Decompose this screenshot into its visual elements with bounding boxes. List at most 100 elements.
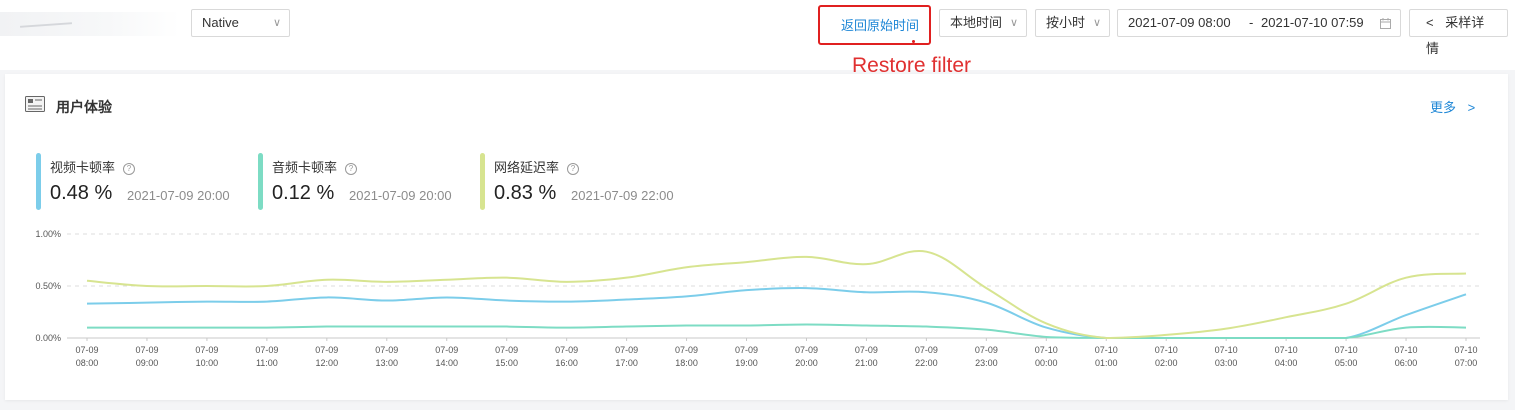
x-tick-label: 15:00 [495,358,518,368]
granularity-select[interactable]: 按小时 ∨ [1035,9,1110,37]
x-tick-label: 07-09 [315,345,338,355]
data-point [1405,277,1407,279]
x-tick-label: 07-09 [555,345,578,355]
data-point [1465,327,1467,329]
help-icon[interactable]: ? [567,163,580,175]
data-point [806,256,808,258]
x-tick-label: 04:00 [1275,358,1298,368]
x-tick-label: 07:00 [1455,358,1478,368]
help-icon[interactable]: ? [123,163,136,175]
restore-filter-annotation: Restore filter [852,54,972,77]
more-label: 更多 [1430,100,1457,115]
x-tick-label: 18:00 [675,358,698,368]
top-toolbar: Native ∨ 返回原始时间 Restore filter 本地时间 ∨ 按小… [0,0,1515,77]
x-tick-label: 14:00 [435,358,458,368]
metric-value: 0.83 % [494,182,557,204]
data-point [86,280,88,282]
y-tick-label: 0.50% [35,281,61,291]
data-point [806,287,808,289]
data-point [746,261,748,263]
platform-select[interactable]: Native ∨ [191,9,290,37]
x-tick-label: 00:00 [1035,358,1058,368]
x-tick-label: 11:00 [256,358,278,368]
x-tick-label: 02:00 [1155,358,1178,368]
x-tick-label: 07-09 [795,345,818,355]
x-tick-label: 07-09 [915,345,938,355]
data-point [1045,327,1047,329]
x-tick-label: 07-09 [135,345,158,355]
chevron-right-icon: > [1467,100,1476,115]
data-point [925,291,927,293]
metric-color-bar [258,153,263,210]
x-tick-label: 07-09 [255,345,278,355]
data-point [146,285,148,287]
data-point [985,329,987,331]
date-end: 2021-07-10 07:59 [1261,15,1364,30]
timezone-select-value: 本地时间 [950,15,1003,30]
data-point [1405,314,1407,316]
x-tick-label: 07-09 [435,345,458,355]
more-link[interactable]: 更多 > [1430,97,1475,116]
timezone-select[interactable]: 本地时间 ∨ [939,9,1027,37]
chevron-down-icon: ∨ [1092,17,1101,29]
data-point [566,301,568,303]
x-tick-label: 07-10 [1095,345,1118,355]
x-tick-label: 07-09 [735,345,758,355]
metric-time: 2021-07-09 20:00 [349,188,452,203]
x-tick-label: 07-09 [375,345,398,355]
granularity-select-value: 按小时 [1046,15,1086,30]
series-line-1 [87,323,1467,339]
x-tick-label: 10:00 [196,358,219,368]
data-point [626,277,628,279]
data-point [866,263,868,265]
data-point [206,285,208,287]
x-tick-label: 07-09 [75,345,98,355]
chevron-down-icon: ∨ [1009,17,1018,29]
data-point [626,326,628,328]
x-tick-label: 09:00 [136,358,159,368]
data-point [266,285,268,287]
metric-value: 0.48 % [50,182,113,204]
series-line-0 [86,287,1467,340]
x-tick-label: 20:00 [795,358,818,368]
data-point [1465,273,1467,275]
metric-color-bar [480,153,485,210]
restore-original-time-link[interactable]: 返回原始时间 [841,18,920,33]
metric-time: 2021-07-09 22:00 [571,188,674,203]
x-tick-label: 13:00 [376,358,399,368]
data-point [1345,337,1347,339]
x-tick-label: 07-09 [495,345,518,355]
x-tick-label: 17:00 [615,358,638,368]
data-point [206,327,208,329]
data-point [746,289,748,291]
metric-label: 网络延迟率? [494,157,580,176]
help-icon[interactable]: ? [345,163,358,175]
data-point [925,326,927,328]
data-point [1345,303,1347,305]
x-tick-label: 07-10 [1395,345,1418,355]
date-range-picker[interactable]: 2021-07-09 08:00 - 2021-07-10 07:59 [1117,9,1401,37]
platform-select-value: Native [202,15,239,30]
data-point [386,281,388,283]
x-tick-label: 07-10 [1275,345,1298,355]
x-tick-label: 07-09 [195,345,218,355]
data-point [925,251,927,253]
sampling-details-label: 采样详情 [1426,15,1485,56]
user-experience-card: 用户体验 更多 > 视频卡顿率? 0.48 % 2021-07-09 20:00… [5,74,1508,400]
data-point [206,301,208,303]
data-point [1225,328,1227,330]
sampling-details-button[interactable]: < 采样详情 [1409,9,1508,56]
metric-label-text: 视频卡顿率 [50,160,116,175]
calendar-icon [1380,18,1391,29]
data-point [446,297,448,299]
metric-time: 2021-07-09 20:00 [127,188,230,203]
x-tick-label: 07-10 [1454,345,1477,355]
data-point [86,327,88,329]
data-point [446,326,448,328]
metric-label-text: 音频卡顿率 [272,160,338,175]
x-tick-label: 06:00 [1395,358,1418,368]
data-point [866,325,868,327]
data-point [686,266,688,268]
data-point [326,326,328,328]
